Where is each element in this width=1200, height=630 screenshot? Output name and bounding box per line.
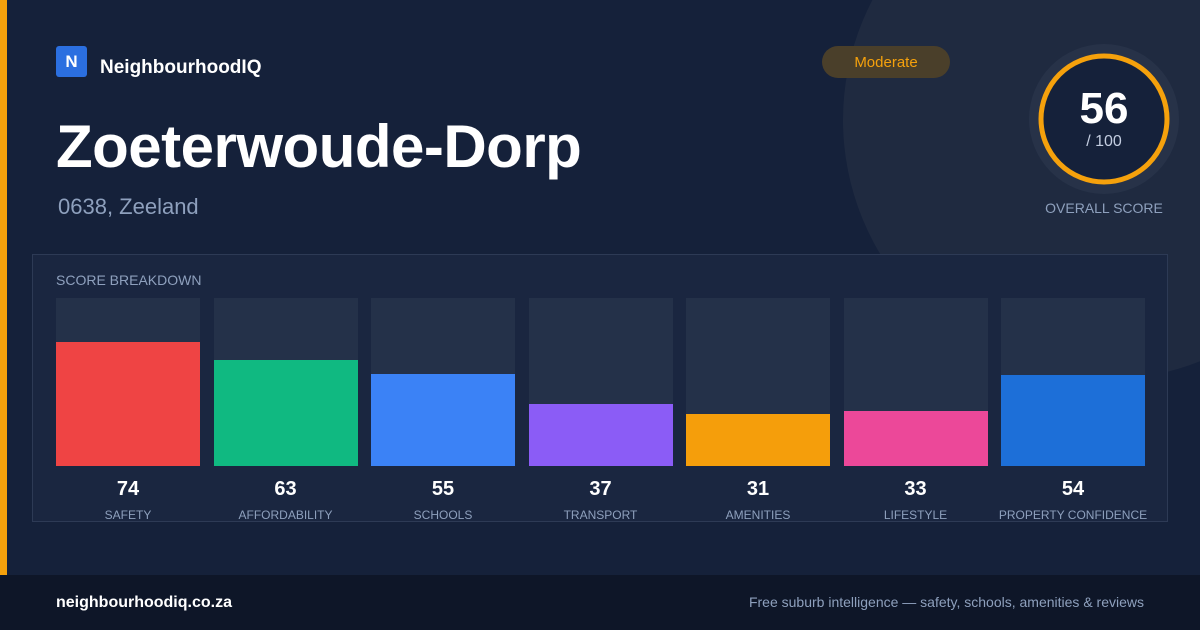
footer-tagline: Free suburb intelligence — safety, schoo…	[748, 594, 1144, 610]
overall-score-value: 56	[1079, 84, 1129, 133]
location-subtitle: 0638, Zeeland	[58, 194, 199, 219]
logo-icon: N	[56, 46, 87, 77]
score-breakdown-panel	[32, 254, 1168, 522]
overall-score-denominator: / 100	[1086, 133, 1122, 150]
card: N NeighbourhoodIQ Moderate Zoeterwoude-D…	[0, 0, 1179, 575]
page-title: Zoeterwoude-Dorp	[56, 113, 582, 180]
brand-name: NeighbourhoodIQ	[100, 57, 262, 78]
footer-url[interactable]: neighbourhoodiq.co.za	[56, 594, 232, 611]
rating-badge: Moderate	[822, 46, 950, 78]
overall-score-ring: 56 / 100	[1029, 44, 1179, 194]
footer	[0, 575, 1200, 630]
accent-bar	[0, 0, 7, 575]
score-ring-icon	[1029, 44, 1179, 194]
breakdown-title: SCORE BREAKDOWN	[56, 272, 202, 288]
overall-score-label: OVERALL SCORE	[1045, 200, 1163, 216]
